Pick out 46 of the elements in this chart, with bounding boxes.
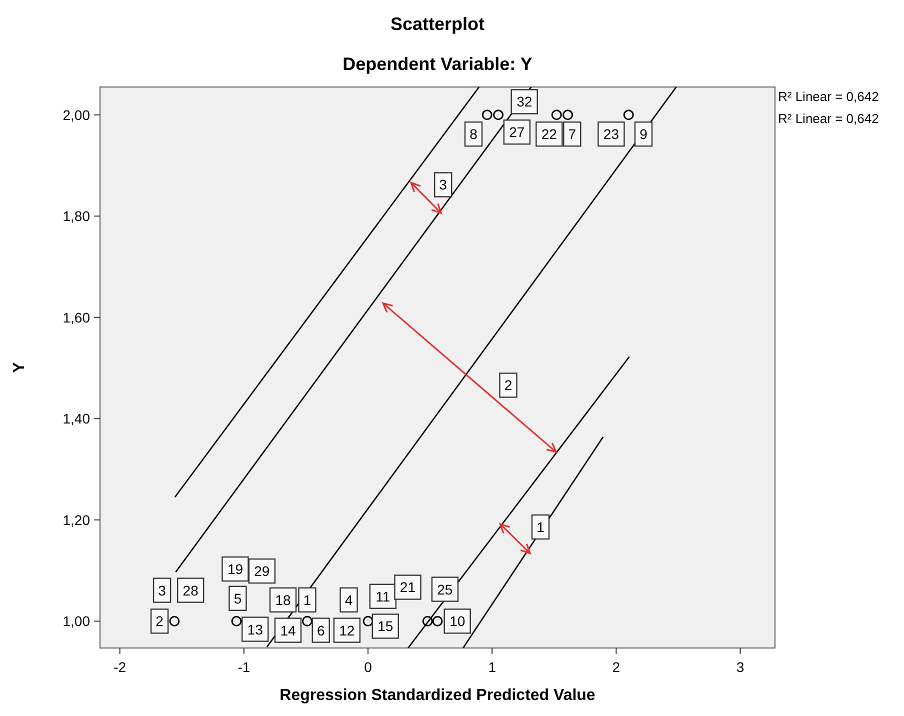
text: R² Linear = 0,642 — [778, 89, 879, 104]
chart-title: Scatterplot — [390, 14, 485, 34]
annotation: 1 — [303, 592, 312, 608]
annotation: 25 — [437, 581, 453, 598]
annotation: 2 — [504, 377, 512, 394]
x-tick-label: 3 — [736, 659, 744, 675]
annotation: 13 — [247, 621, 264, 638]
annotation: 32 — [516, 94, 532, 110]
annotation: 3 — [158, 582, 166, 598]
annotation: 7 — [568, 126, 576, 142]
annotation: 29 — [254, 563, 270, 580]
annotation: 6 — [316, 622, 325, 638]
annotation: 22 — [541, 126, 558, 142]
annotation: 19 — [227, 561, 244, 578]
annotation: 8 — [470, 126, 478, 142]
annotation: 4 — [344, 592, 353, 608]
y-axis-title: Y — [11, 362, 28, 373]
annotation: 9 — [640, 126, 648, 142]
annotation: 21 — [400, 579, 416, 596]
annotation: 11 — [376, 588, 390, 604]
y-tick-label: 2,00 — [62, 106, 90, 123]
annotation: 3 — [439, 176, 448, 193]
y-tick-label: 1,00 — [62, 613, 90, 630]
y-tick-label: 1,60 — [62, 309, 90, 326]
annotation: 14 — [280, 622, 296, 638]
annotation: 23 — [603, 126, 620, 142]
annotation: 27 — [509, 124, 525, 140]
annotation: 12 — [339, 622, 355, 638]
annotation: 10 — [450, 613, 466, 630]
x-tick-label: 1 — [488, 659, 496, 675]
annotation: 18 — [275, 592, 292, 608]
y-tick-label: 1,40 — [62, 410, 90, 427]
x-axis-title: Regression Standardized Predicted Value — [280, 687, 596, 704]
x-tick-label: -2 — [114, 659, 126, 675]
annotation: 2 — [156, 613, 164, 630]
y-tick-label: 1,80 — [62, 208, 90, 224]
x-tick-label: -1 — [238, 659, 250, 675]
x-tick-label: 0 — [364, 659, 372, 675]
y-tick-label: 1,20 — [62, 512, 90, 528]
text: R² Linear = 0,642 — [778, 111, 879, 126]
x-tick-label: 2 — [612, 659, 620, 675]
annotation: 15 — [378, 618, 394, 634]
annotation: 5 — [234, 590, 242, 606]
annotation: 1 — [536, 518, 545, 535]
annotation: 28 — [182, 582, 199, 598]
chart-subtitle: Dependent Variable: Y — [342, 54, 532, 74]
